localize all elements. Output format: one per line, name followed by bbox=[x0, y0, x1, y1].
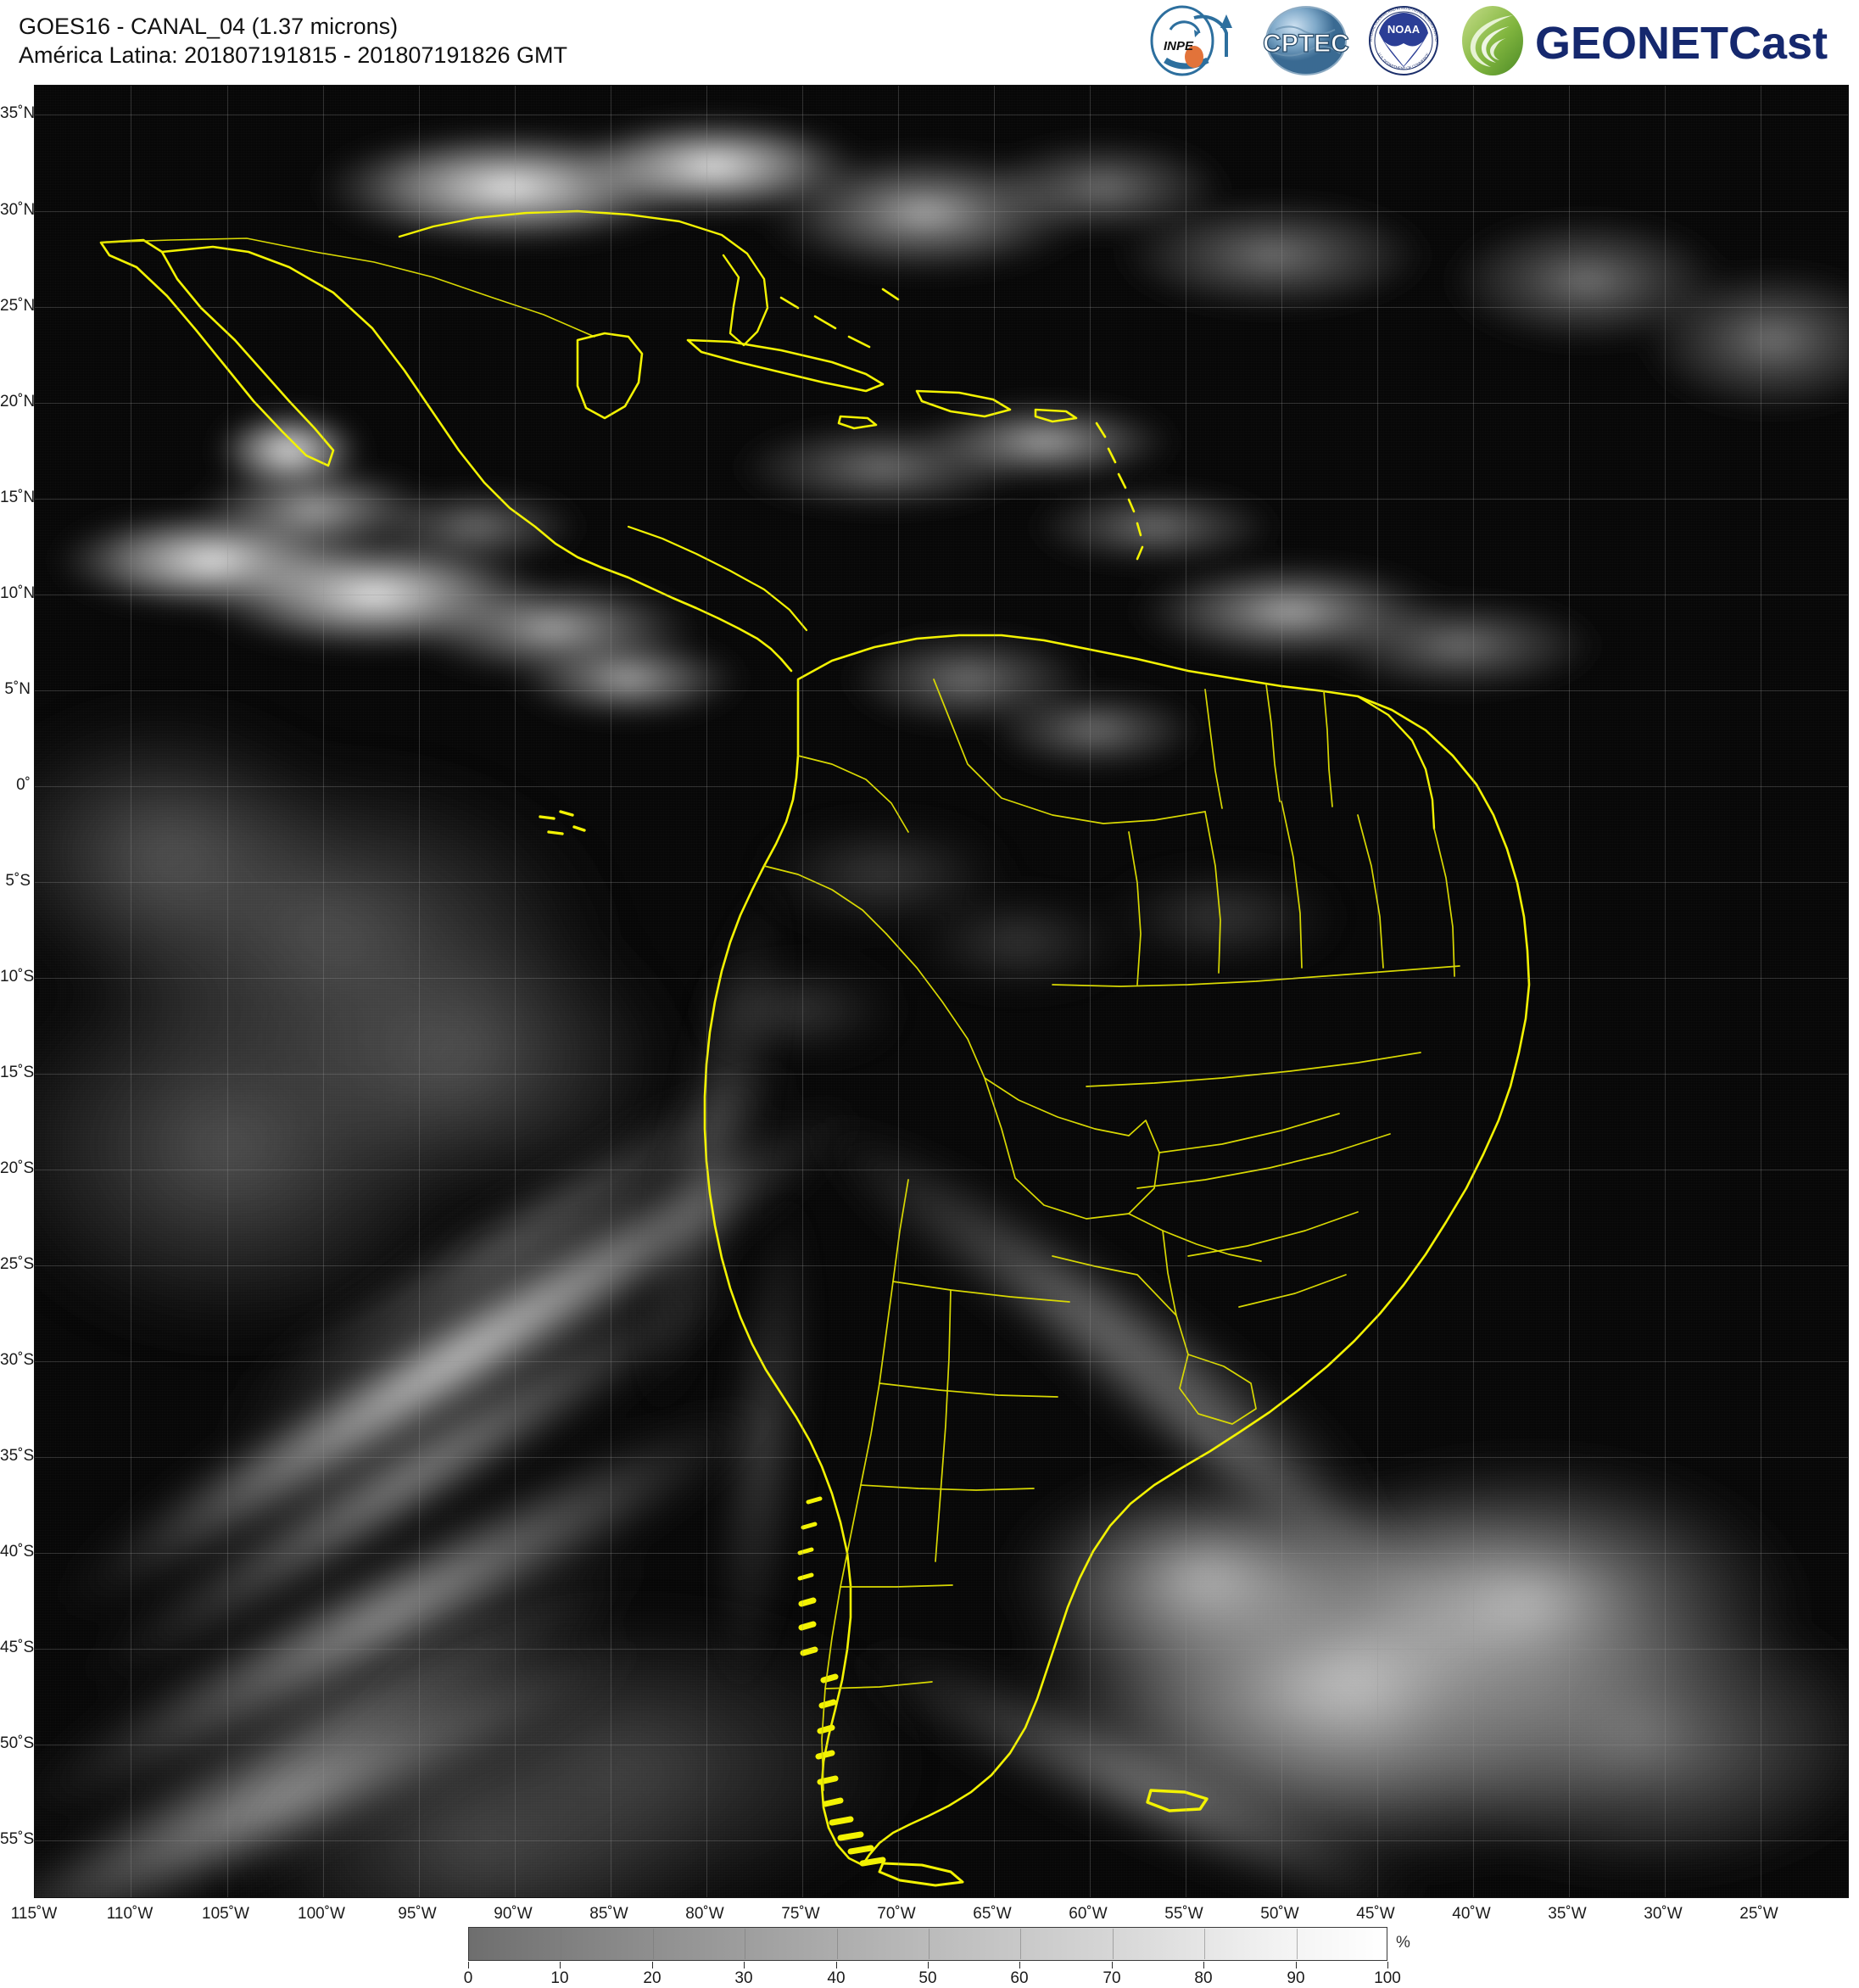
colorbar-tick-label: 0 bbox=[463, 1969, 473, 1987]
lat-tick-label: 25˚N bbox=[0, 297, 36, 315]
lat-tick-label: 30˚S bbox=[0, 1351, 35, 1369]
colorbar-unit-label: % bbox=[1396, 1934, 1410, 1952]
geonetcast-logo: GEONETCast bbox=[1454, 3, 1852, 78]
colorbar-tick-label: 20 bbox=[643, 1969, 662, 1987]
colorbar-tick-label: 90 bbox=[1287, 1969, 1305, 1987]
colorbar-tick-label: 10 bbox=[550, 1969, 569, 1987]
lon-tick-label: 45˚W bbox=[1356, 1905, 1395, 1923]
lon-tick-label: 90˚W bbox=[494, 1905, 533, 1923]
cptec-logo: CPTEC bbox=[1259, 3, 1354, 78]
lat-tick-label: 35˚N bbox=[0, 104, 36, 122]
lon-tick-label: 110˚W bbox=[106, 1905, 154, 1923]
cloud-brightness-layer bbox=[35, 86, 1848, 1897]
lat-tick-label: 5˚S bbox=[5, 872, 31, 890]
colorbar-tick-label: 100 bbox=[1374, 1969, 1401, 1987]
lat-tick-label: 15˚N bbox=[0, 489, 36, 506]
lon-tick-label: 50˚W bbox=[1260, 1905, 1299, 1923]
lat-tick-label: 0˚ bbox=[16, 776, 31, 794]
colorbar-tick-label: 80 bbox=[1194, 1969, 1213, 1987]
lon-tick-label: 70˚W bbox=[877, 1905, 916, 1923]
lat-tick-label: 55˚S bbox=[0, 1830, 35, 1848]
lat-tick-label: 45˚S bbox=[0, 1639, 35, 1656]
noaa-logo: NOAA NATIONAL OCEANIC AND ATMOSPHERIC AD… bbox=[1365, 3, 1442, 78]
lon-tick-label: 100˚W bbox=[298, 1905, 345, 1923]
satellite-image-canvas bbox=[35, 86, 1848, 1897]
cptec-logo-text: CPTEC bbox=[1263, 30, 1349, 58]
product-subtitle: América Latina: 201807191815 - 201807191… bbox=[19, 42, 567, 68]
lon-tick-label: 65˚W bbox=[973, 1905, 1012, 1923]
lat-tick-label: 35˚S bbox=[0, 1447, 35, 1465]
lon-tick-label: 25˚W bbox=[1739, 1905, 1778, 1923]
noaa-logo-text: NOAA bbox=[1387, 23, 1421, 36]
lat-tick-label: 20˚N bbox=[0, 393, 36, 410]
coastline-overlay bbox=[99, 209, 1531, 1887]
lat-tick-label: 15˚S bbox=[0, 1064, 35, 1081]
title-block: GOES16 - CANAL_04 (1.37 microns) América… bbox=[19, 12, 567, 70]
colorbar: 0 10 20 30 40 50 60 70 80 90 100 % bbox=[464, 1927, 1410, 1987]
lat-tick-label: 20˚S bbox=[0, 1159, 35, 1177]
satellite-map[interactable] bbox=[34, 85, 1849, 1898]
lat-tick-label: 40˚S bbox=[0, 1543, 35, 1561]
product-title: GOES16 - CANAL_04 (1.37 microns) bbox=[19, 14, 399, 39]
graticule-layer bbox=[35, 86, 1848, 1897]
lat-tick-label: 50˚S bbox=[0, 1734, 35, 1752]
longitude-axis: 115˚W 110˚W 105˚W 100˚W 95˚W 90˚W 85˚W 8… bbox=[0, 1901, 1859, 1930]
logo-strip: INPE CPTEC bbox=[1145, 2, 1852, 80]
geonetcast-logo-text: GEONETCast bbox=[1535, 18, 1828, 69]
inpe-logo-text: INPE bbox=[1164, 39, 1194, 53]
page-header: GOES16 - CANAL_04 (1.37 microns) América… bbox=[0, 0, 1859, 83]
lon-tick-label: 105˚W bbox=[202, 1905, 249, 1923]
lon-tick-label: 60˚W bbox=[1069, 1905, 1108, 1923]
lon-tick-label: 40˚W bbox=[1452, 1905, 1491, 1923]
lat-tick-label: 30˚N bbox=[0, 201, 36, 219]
lat-tick-label: 5˚N bbox=[4, 680, 31, 698]
lon-tick-label: 95˚W bbox=[398, 1905, 437, 1923]
lon-tick-label: 55˚W bbox=[1164, 1905, 1203, 1923]
lon-tick-label: 30˚W bbox=[1644, 1905, 1683, 1923]
colorbar-tick-label: 60 bbox=[1010, 1969, 1029, 1987]
colorbar-tick-label: 50 bbox=[918, 1969, 937, 1987]
lon-tick-label: 35˚W bbox=[1548, 1905, 1587, 1923]
lat-tick-label: 25˚S bbox=[0, 1255, 35, 1273]
lon-tick-label: 115˚W bbox=[10, 1905, 58, 1923]
lon-tick-label: 80˚W bbox=[685, 1905, 724, 1923]
colorbar-tick-label: 40 bbox=[827, 1969, 846, 1987]
lon-tick-label: 75˚W bbox=[781, 1905, 820, 1923]
colorbar-gradient bbox=[468, 1927, 1387, 1961]
lon-tick-label: 85˚W bbox=[589, 1905, 628, 1923]
inpe-logo: INPE bbox=[1145, 3, 1247, 78]
lat-tick-label: 10˚S bbox=[0, 968, 35, 986]
colorbar-tick-label: 30 bbox=[734, 1969, 753, 1987]
lat-tick-label: 10˚N bbox=[0, 584, 36, 602]
colorbar-tick-label: 70 bbox=[1103, 1969, 1121, 1987]
sensor-noise-layer bbox=[35, 86, 1848, 1897]
